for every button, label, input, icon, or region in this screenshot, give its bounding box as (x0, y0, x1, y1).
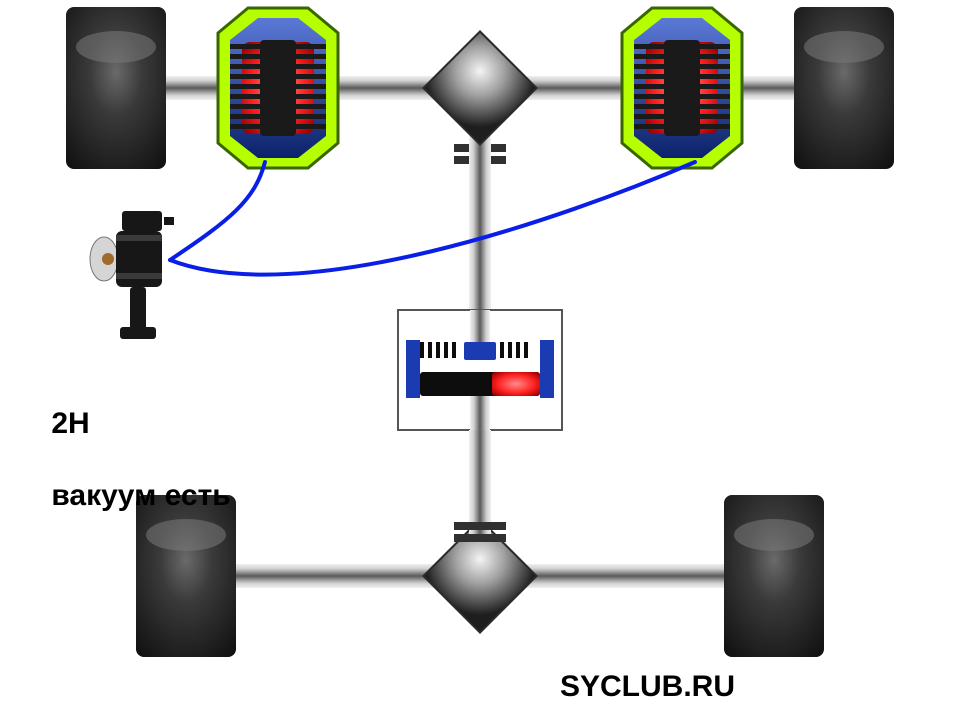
right-locking-hub (622, 8, 742, 168)
vacuum-lines (170, 162, 695, 275)
driveshaft-group (398, 136, 562, 542)
drivetrain-svg (0, 0, 960, 713)
front-right-wheel (794, 7, 894, 169)
vacuum-line-left (170, 162, 265, 260)
front-left-wheel (66, 7, 166, 169)
front-axle-group (66, 7, 894, 169)
transfer-case (398, 310, 562, 430)
mode-line1: 2Н (51, 407, 89, 440)
front-diff (423, 31, 536, 144)
vacuum-solenoid (90, 211, 174, 339)
vacuum-line-right (170, 162, 695, 275)
left-locking-hub (218, 8, 338, 168)
mode-label: 2Н вакуум есть (18, 370, 231, 550)
rear-right-wheel (724, 495, 824, 657)
diagram-stage: 2Н вакуум есть SYCLUB.RU (0, 0, 960, 713)
mode-line2: вакуум есть (51, 479, 230, 512)
watermark: SYCLUB.RU (560, 670, 735, 704)
